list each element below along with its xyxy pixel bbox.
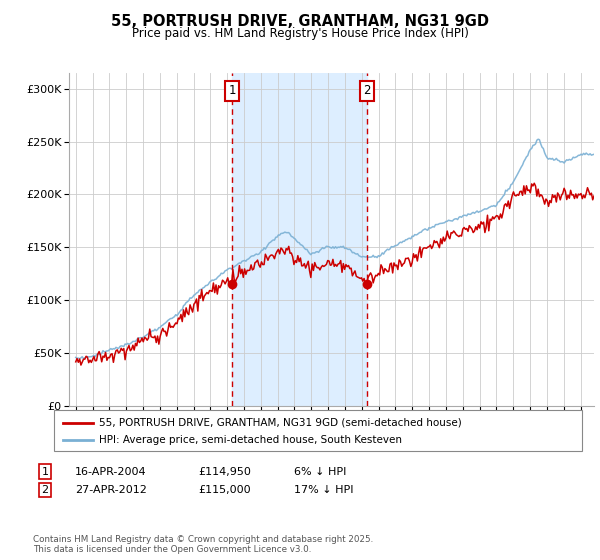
Text: 1: 1 — [41, 466, 49, 477]
Text: 27-APR-2012: 27-APR-2012 — [75, 485, 147, 495]
Text: 55, PORTRUSH DRIVE, GRANTHAM, NG31 9GD (semi-detached house): 55, PORTRUSH DRIVE, GRANTHAM, NG31 9GD (… — [99, 418, 462, 428]
Text: HPI: Average price, semi-detached house, South Kesteven: HPI: Average price, semi-detached house,… — [99, 435, 402, 445]
Text: 55, PORTRUSH DRIVE, GRANTHAM, NG31 9GD: 55, PORTRUSH DRIVE, GRANTHAM, NG31 9GD — [111, 14, 489, 29]
Text: Price paid vs. HM Land Registry's House Price Index (HPI): Price paid vs. HM Land Registry's House … — [131, 27, 469, 40]
Text: 6% ↓ HPI: 6% ↓ HPI — [294, 466, 346, 477]
Text: 16-APR-2004: 16-APR-2004 — [75, 466, 146, 477]
Text: 2: 2 — [364, 85, 371, 97]
Text: £115,000: £115,000 — [198, 485, 251, 495]
Bar — [232, 73, 367, 406]
Text: 17% ↓ HPI: 17% ↓ HPI — [294, 485, 353, 495]
Text: £114,950: £114,950 — [198, 466, 251, 477]
Text: Contains HM Land Registry data © Crown copyright and database right 2025.
This d: Contains HM Land Registry data © Crown c… — [33, 535, 373, 554]
Text: 1: 1 — [229, 85, 236, 97]
Text: 2: 2 — [41, 485, 49, 495]
